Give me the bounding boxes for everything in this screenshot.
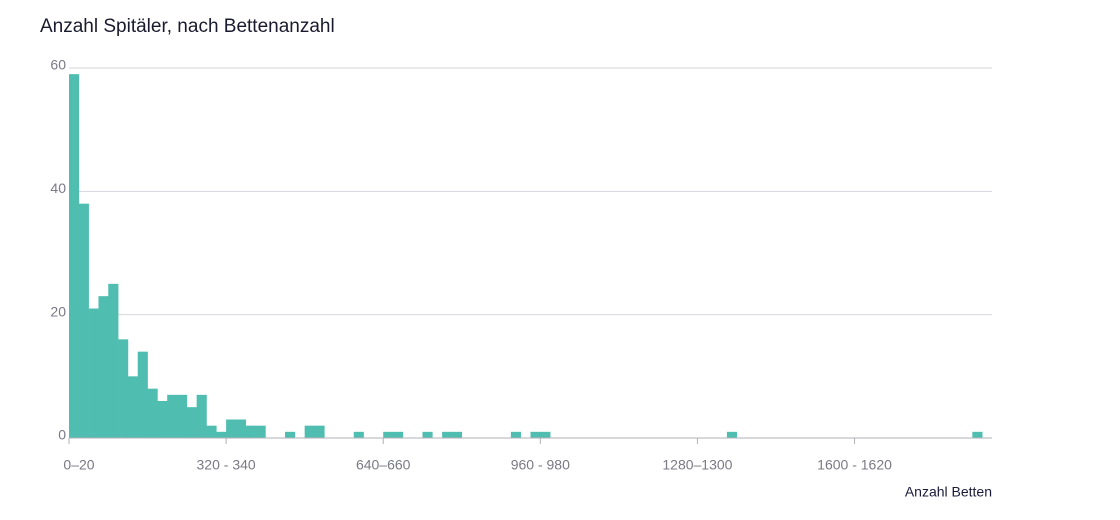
bar	[383, 431, 394, 438]
bar	[177, 394, 188, 438]
y-tick-label: 40	[50, 180, 66, 196]
y-tick-label: 60	[50, 57, 66, 73]
bar	[422, 431, 433, 438]
bar	[393, 431, 404, 438]
bar	[235, 419, 247, 438]
bar	[78, 203, 89, 438]
bar	[127, 376, 139, 438]
bar	[442, 431, 453, 438]
chart-title: Anzahl Spitäler, nach Bettenanzahl	[40, 16, 335, 37]
x-tick-label: 320 - 340	[197, 457, 256, 473]
bar	[167, 394, 178, 438]
bar	[255, 425, 266, 438]
bar	[108, 283, 119, 438]
bar	[118, 339, 129, 438]
bar	[88, 308, 99, 438]
y-tick-label: 20	[50, 303, 66, 319]
bar	[196, 394, 207, 438]
bar	[451, 431, 463, 438]
bar	[540, 431, 551, 438]
x-tick-label: 1280–1300	[662, 457, 732, 473]
bar	[530, 431, 541, 438]
bar	[157, 401, 168, 438]
bar	[972, 431, 983, 438]
x-tick-label: 960 - 980	[511, 457, 570, 473]
bar	[245, 425, 256, 438]
bar	[226, 419, 237, 438]
bar	[186, 407, 197, 438]
bar	[726, 431, 738, 438]
bar	[147, 388, 158, 438]
y-tick-label: 0	[58, 427, 66, 443]
x-tick-label: 640–660	[356, 457, 411, 473]
x-axis-label: Anzahl Betten	[905, 484, 992, 500]
bar	[69, 74, 80, 439]
bar	[314, 425, 325, 438]
x-tick-label: 0–20	[63, 457, 94, 473]
x-tick-label: 1600 - 1620	[817, 457, 892, 473]
bar	[510, 431, 521, 438]
bar	[206, 425, 217, 438]
bar	[304, 425, 315, 438]
bar	[137, 351, 148, 438]
bar	[353, 431, 364, 438]
bar	[216, 431, 227, 438]
bar	[285, 431, 296, 438]
bar	[98, 296, 109, 438]
